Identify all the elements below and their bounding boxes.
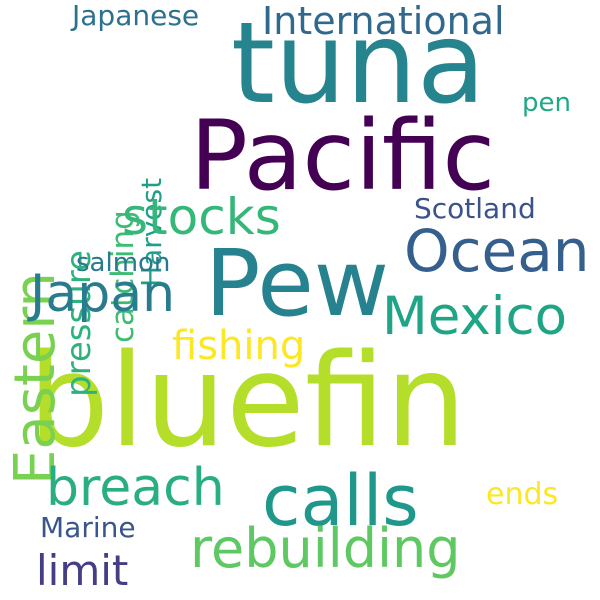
- word-stocks: stocks: [122, 188, 281, 246]
- word-tuna: tuna: [231, 0, 486, 129]
- word-pew: Pew: [205, 230, 390, 337]
- word-salmon: salmon: [76, 248, 171, 278]
- word-pacific: Pacific: [190, 100, 496, 212]
- word-marine: Marine: [40, 511, 136, 544]
- word-bluefin: bluefin: [28, 327, 467, 476]
- word-japanese: Japanese: [72, 0, 200, 32]
- word-rebuilding: rebuilding: [190, 517, 461, 580]
- word-mexico: Mexico: [382, 286, 568, 347]
- word-scotland: Scotland: [414, 192, 536, 225]
- word-calls: calls: [262, 460, 419, 542]
- word-pen: pen: [522, 88, 571, 118]
- word-international: International: [262, 0, 505, 43]
- word-ends: ends: [486, 477, 559, 512]
- word-japan: Japan: [30, 264, 176, 324]
- word-fishing: fishing: [172, 323, 306, 369]
- word-ocean: Ocean: [404, 217, 590, 285]
- word-breach: breach: [46, 458, 225, 518]
- word-limit: limit: [36, 546, 129, 595]
